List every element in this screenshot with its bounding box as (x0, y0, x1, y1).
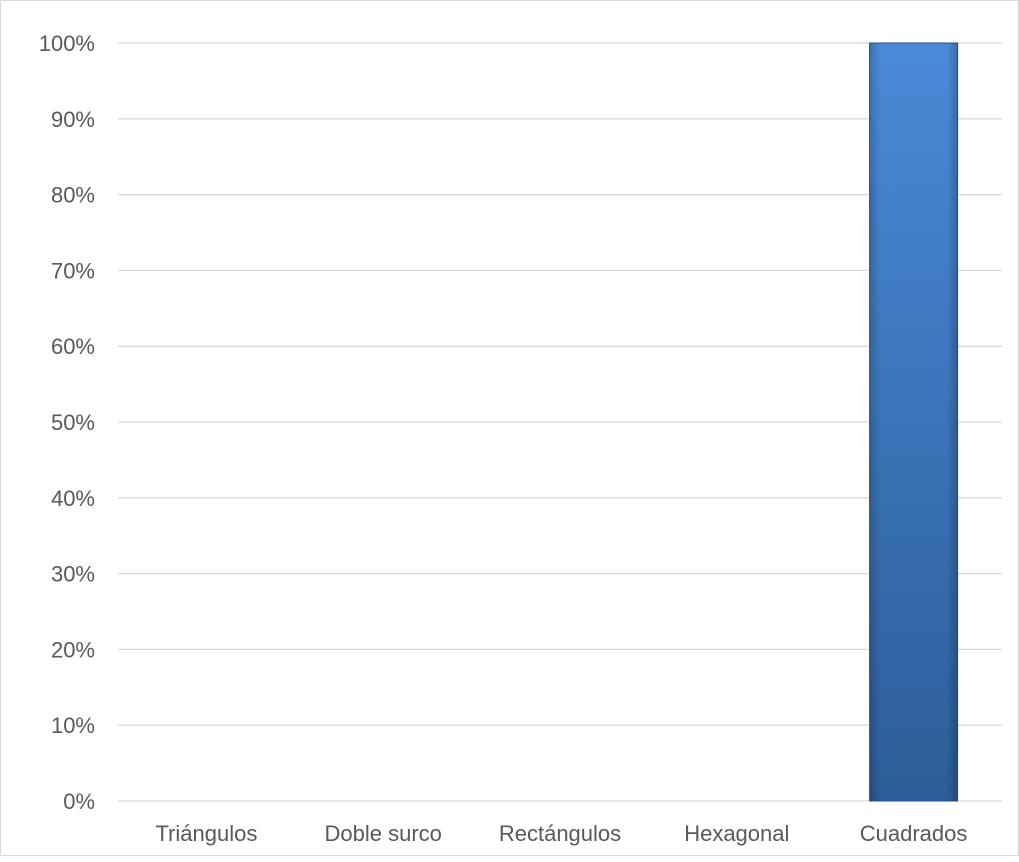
bars (870, 43, 958, 801)
y-tick-label: 70% (51, 258, 95, 283)
x-tick-label: Cuadrados (860, 821, 968, 846)
y-tick-label: 20% (51, 637, 95, 662)
x-tick-label: Triángulos (155, 821, 257, 846)
y-tick-label: 90% (51, 107, 95, 132)
x-tick-label: Doble surco (325, 821, 442, 846)
y-tick-label: 10% (51, 713, 95, 738)
y-tick-label: 100% (39, 31, 95, 56)
y-tick-label: 40% (51, 486, 95, 511)
bar (870, 43, 958, 801)
y-axis-tick-labels: 0% 10% 20% 30% 40% 50% 60% 70% 80% 90% 100% (39, 31, 95, 814)
y-tick-label: 80% (51, 183, 95, 208)
y-tick-label: 60% (51, 334, 95, 359)
x-tick-label: Rectángulos (499, 821, 621, 846)
x-axis-tick-labels: Triángulos Doble surco Rectángulos Hexagona… (155, 821, 967, 846)
y-tick-label: 0% (63, 789, 95, 814)
y-tick-label: 30% (51, 562, 95, 587)
y-tick-label: 50% (51, 410, 95, 435)
x-tick-label: Hexagonal (684, 821, 789, 846)
